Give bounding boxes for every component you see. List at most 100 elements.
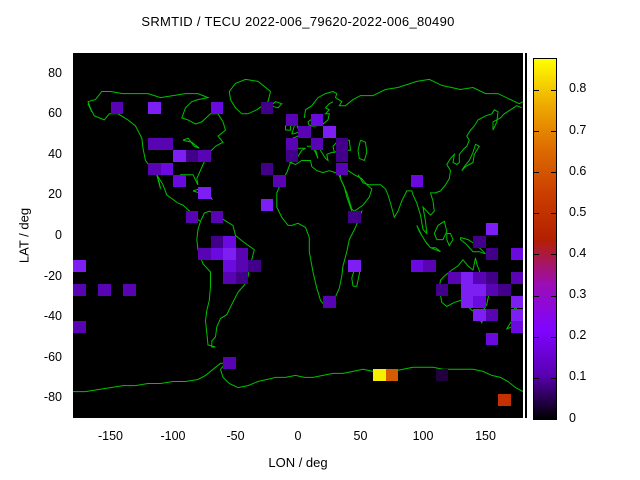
heatmap-cell xyxy=(260,162,273,175)
heatmap-cell xyxy=(73,284,86,297)
heatmap-cell xyxy=(423,259,436,272)
heatmap-cell xyxy=(460,296,473,309)
heatmap-cell xyxy=(473,235,486,248)
y-tick-label: -60 xyxy=(43,349,62,364)
coastline xyxy=(196,210,255,348)
heatmap-cell xyxy=(73,259,86,272)
heatmap-cell xyxy=(210,101,223,114)
coastline xyxy=(228,78,272,115)
colorbar-tick-label: 0.2 xyxy=(569,328,587,343)
heatmap-cell xyxy=(310,138,323,151)
heatmap-cell xyxy=(498,393,511,406)
heatmap-cell xyxy=(110,101,123,114)
heatmap-cell xyxy=(285,113,298,126)
colorbar-tick xyxy=(534,213,539,215)
heatmap-cell xyxy=(410,259,423,272)
colorbar-tick xyxy=(551,131,556,132)
heatmap-cell xyxy=(410,174,423,187)
colorbar-tick xyxy=(551,377,556,379)
coastline xyxy=(87,91,227,186)
heatmap-cell xyxy=(510,320,523,333)
heatmap-cell xyxy=(235,247,248,260)
heatmap-cell xyxy=(348,211,361,224)
heatmap-cell xyxy=(473,272,486,285)
y-tick-label: -80 xyxy=(43,390,62,405)
heatmap-cell xyxy=(173,174,186,187)
heatmap-cell xyxy=(248,259,261,272)
x-tick-label: 100 xyxy=(412,429,434,443)
heatmap-cell xyxy=(260,199,273,212)
colorbar-tick xyxy=(534,89,539,91)
heatmap-cell xyxy=(448,272,461,285)
heatmap-cell xyxy=(485,223,498,236)
coastline xyxy=(446,233,454,247)
heatmap-cell xyxy=(185,150,198,163)
heatmap-cell xyxy=(223,357,236,370)
heatmap-cell xyxy=(435,369,448,382)
heatmap-cell xyxy=(185,211,198,224)
coastline-map xyxy=(73,78,523,393)
heatmap-cell xyxy=(385,369,398,382)
heatmap-cell xyxy=(223,272,236,285)
heatmap-cell xyxy=(210,211,223,224)
heatmap-cell xyxy=(160,138,173,151)
heatmap-cell xyxy=(335,150,348,163)
heatmap-cell xyxy=(460,272,473,285)
heatmap-cell xyxy=(460,284,473,297)
heatmap-cell xyxy=(148,101,161,114)
colorbar-tick-label: 0.5 xyxy=(569,204,587,219)
heatmap-cell xyxy=(510,247,523,260)
map-plot-area xyxy=(73,53,523,418)
x-tick-label: 0 xyxy=(294,429,302,443)
colorbar-tick xyxy=(551,213,556,215)
x-tick-label: -150 xyxy=(97,429,124,443)
heatmap-cell xyxy=(485,272,498,285)
heatmap-cell xyxy=(473,284,486,297)
coastline xyxy=(416,225,431,249)
heatmap-cell xyxy=(335,138,348,151)
heatmap-cell xyxy=(310,113,323,126)
heatmap-cell xyxy=(198,186,211,199)
colorbar-tick xyxy=(551,295,556,297)
coastline xyxy=(182,137,200,149)
heatmap-cell xyxy=(485,247,498,260)
heatmap-cell xyxy=(473,308,486,321)
heatmap-cell xyxy=(323,126,336,139)
colorbar-tick-label: 0.6 xyxy=(569,163,587,178)
heatmap-cell xyxy=(485,332,498,345)
coastline xyxy=(306,139,352,162)
heatmap-cell xyxy=(210,235,223,248)
heatmap-cell xyxy=(373,369,386,382)
colorbar-tick xyxy=(534,131,539,132)
y-tick-label: 40 xyxy=(48,146,62,161)
colorbar-tick-label: 0.3 xyxy=(569,287,587,302)
y-tick-label: 80 xyxy=(48,65,62,80)
colorbar-tick xyxy=(534,172,539,174)
y-tick-label: 20 xyxy=(48,187,62,202)
heatmap-cell xyxy=(510,308,523,321)
coastline xyxy=(357,139,368,162)
heatmap-cell xyxy=(335,162,348,175)
heatmap-cell xyxy=(123,284,136,297)
coastline xyxy=(286,101,334,164)
heatmap-cell xyxy=(73,320,86,333)
colorbar-tick xyxy=(551,336,556,338)
heatmap-cell xyxy=(235,259,248,272)
colorbar-tick xyxy=(534,377,539,379)
colorbar-tick xyxy=(551,254,556,256)
heatmap-cell xyxy=(435,284,448,297)
heatmap-cell xyxy=(148,162,161,175)
coastline xyxy=(460,237,486,255)
heatmap-cell xyxy=(473,296,486,309)
colorbar-tick xyxy=(534,336,539,338)
heatmap-cell xyxy=(485,284,498,297)
x-tick-label: -50 xyxy=(226,429,245,443)
heatmap-cell xyxy=(298,126,311,139)
heatmap-cell xyxy=(285,150,298,163)
coastline xyxy=(87,103,201,222)
colorbar-tick xyxy=(534,254,539,256)
plot-title: SRMTID / TECU 2022-006_79620-2022-006_80… xyxy=(141,14,455,29)
coastline xyxy=(73,362,523,393)
x-tick-label: 150 xyxy=(475,429,496,443)
